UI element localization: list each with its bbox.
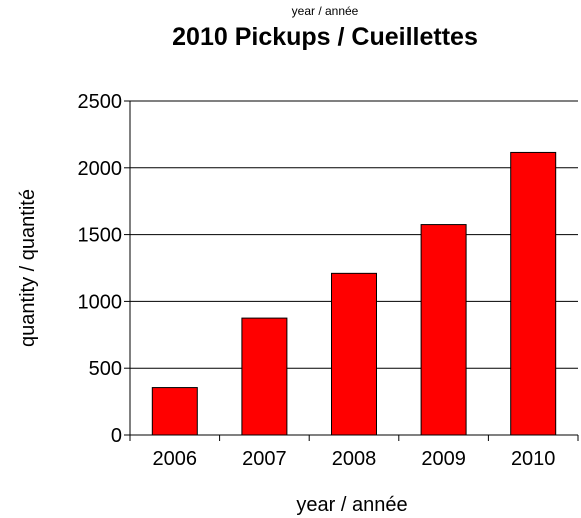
x-axis-label: year / année (296, 494, 407, 516)
y-tick-label: 2500 (78, 91, 123, 113)
bar-2007 (241, 317, 288, 436)
bar-2006 (151, 387, 198, 436)
bar-2008 (331, 272, 377, 436)
x-tick-label: 2008 (332, 448, 377, 470)
y-tick-label: 500 (89, 358, 122, 380)
y-tick-label: 0 (111, 425, 122, 447)
x-tick-label: 2006 (153, 448, 198, 470)
y-tick-label: 1500 (78, 225, 123, 247)
x-tick-labels: 2006 2007 2008 2009 2010 (153, 448, 556, 470)
chart-subtitle: year / année (292, 4, 359, 18)
y-tick-labels: 0 500 1000 1500 2000 2500 (78, 91, 123, 447)
x-tick-label: 2007 (242, 448, 287, 470)
bars (151, 151, 557, 436)
y-tick-label: 2000 (78, 158, 123, 180)
gridlines (130, 100, 578, 369)
y-tick-label: 1000 (78, 291, 123, 313)
x-tick-label: 2010 (511, 448, 556, 470)
bar-2009 (420, 224, 467, 436)
y-axis-label: quantity / quantité (17, 189, 39, 347)
bar-2010 (510, 151, 557, 436)
axes (124, 100, 579, 441)
x-tick-label: 2009 (421, 448, 466, 470)
chart-title: 2010 Pickups / Cueillettes (172, 23, 478, 51)
